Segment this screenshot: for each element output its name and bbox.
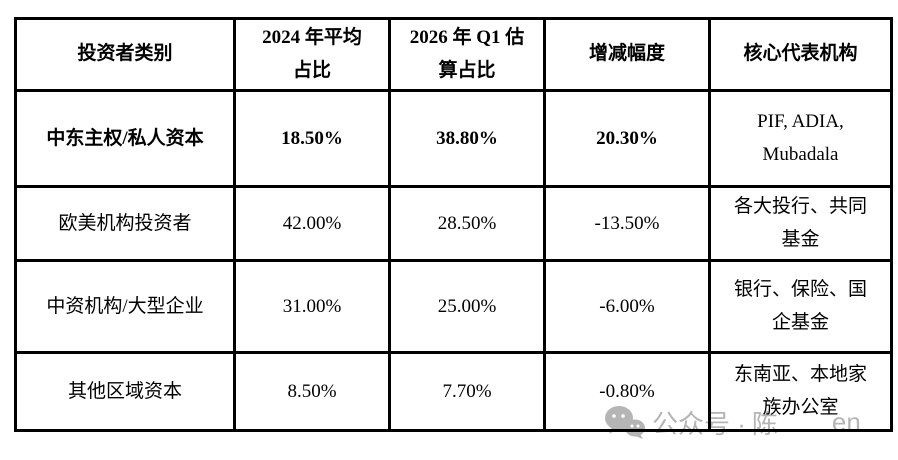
table-row-western-institutions: 欧美机构投资者 42.00% 28.50% -13.50% 各大投行、共同基金: [14, 185, 893, 263]
cell-institutions: 各大投行、共同基金: [708, 185, 893, 263]
cell-category: 其他区域资本: [14, 351, 236, 433]
table-row-chinese-institutions: 中资机构/大型企业 31.00% 25.00% -6.00% 银行、保险、国企基…: [14, 259, 893, 355]
cell-2026-q1-estimate: 38.80%: [388, 89, 546, 189]
table-row-other-regional-capital: 其他区域资本 8.50% 7.70% -0.80% 东南亚、本地家族办公室: [14, 351, 893, 433]
header-label: 2024 年平均占比: [262, 27, 362, 81]
cell-change: 20.30%: [543, 89, 711, 189]
header-row: 投资者类别 2024 年平均占比 2026 年 Q1 估算占比 增减幅度 核心代…: [14, 16, 893, 93]
cell-2024-average: 18.50%: [233, 89, 391, 189]
institutions-text: PIF, ADIA, Mubadala: [757, 111, 844, 165]
cell-category: 中资机构/大型企业: [14, 259, 236, 355]
institutions-text: 银行、保险、国企基金: [733, 279, 867, 333]
header-core-institutions: 核心代表机构: [708, 16, 893, 93]
cell-2026-q1-estimate: 25.00%: [388, 259, 546, 355]
institutions-text: 东南亚、本地家族办公室: [733, 364, 867, 418]
cell-institutions: PIF, ADIA, Mubadala: [708, 89, 893, 189]
cell-category: 中东主权/私人资本: [14, 89, 236, 189]
cell-category: 欧美机构投资者: [14, 185, 236, 263]
cell-2024-average: 42.00%: [233, 185, 391, 263]
cell-2024-average: 8.50%: [233, 351, 391, 433]
header-label: 投资者类别: [77, 43, 173, 65]
cell-change: -13.50%: [543, 185, 711, 263]
header-2026-q1-estimate-share: 2026 年 Q1 估算占比: [388, 16, 546, 93]
cell-2026-q1-estimate: 7.70%: [388, 351, 546, 433]
investor-share-table: 投资者类别 2024 年平均占比 2026 年 Q1 估算占比 增减幅度 核心代…: [14, 16, 893, 433]
cell-change: -6.00%: [543, 259, 711, 355]
header-change-range: 增减幅度: [543, 16, 711, 93]
header-2024-average-share: 2024 年平均占比: [233, 16, 391, 93]
cell-2024-average: 31.00%: [233, 259, 391, 355]
institutions-text: 各大投行、共同基金: [733, 196, 867, 250]
table-row-middle-east-capital: 中东主权/私人资本 18.50% 38.80% 20.30% PIF, ADIA…: [14, 89, 893, 189]
header-investor-category: 投资者类别: [14, 16, 236, 93]
header-label: 增减幅度: [588, 43, 665, 65]
cell-institutions: 东南亚、本地家族办公室: [708, 351, 893, 433]
header-label: 2026 年 Q1 估算占比: [409, 27, 525, 81]
cell-2026-q1-estimate: 28.50%: [388, 185, 546, 263]
cell-change: -0.80%: [543, 351, 711, 433]
cell-institutions: 银行、保险、国企基金: [708, 259, 893, 355]
header-label: 核心代表机构: [743, 43, 858, 65]
